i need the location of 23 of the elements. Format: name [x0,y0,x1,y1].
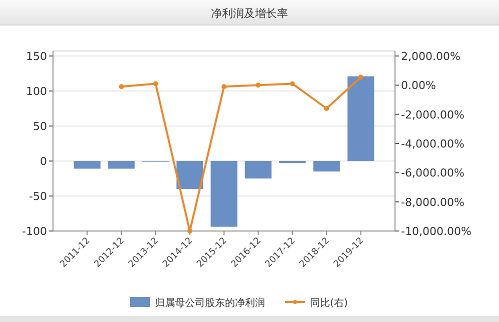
y2-tick-label: 2,000.00% [401,50,460,63]
point [256,82,261,88]
point [324,106,330,111]
point [153,81,158,86]
y2-tick-label: -2,000.00% [401,108,464,122]
y-tick-label: 150 [26,50,47,63]
y2-tick-label: -8,000.00% [401,196,464,209]
chart-title: 净利润及增长率 [211,7,288,20]
y2-tick-label: 0.00% [401,79,436,92]
y2-tick-label: -10,000.00% [401,225,472,238]
point [118,84,124,90]
point [358,74,364,80]
legend-label: 同比(右) [310,297,348,309]
y-tick-label: -100 [22,225,47,238]
y-tick-label: -50 [29,190,47,203]
legend-label: 归属母公司股东的净利润 [155,297,265,309]
y2-tick-label: -6,000.00% [401,166,464,180]
y-tick-label: 100 [26,85,47,98]
point [222,84,226,90]
y-tick-label: 0 [40,155,47,168]
point [290,81,295,86]
y2-tick-label: -4,000.00% [401,138,464,150]
y-tick-label: 50 [33,120,47,133]
